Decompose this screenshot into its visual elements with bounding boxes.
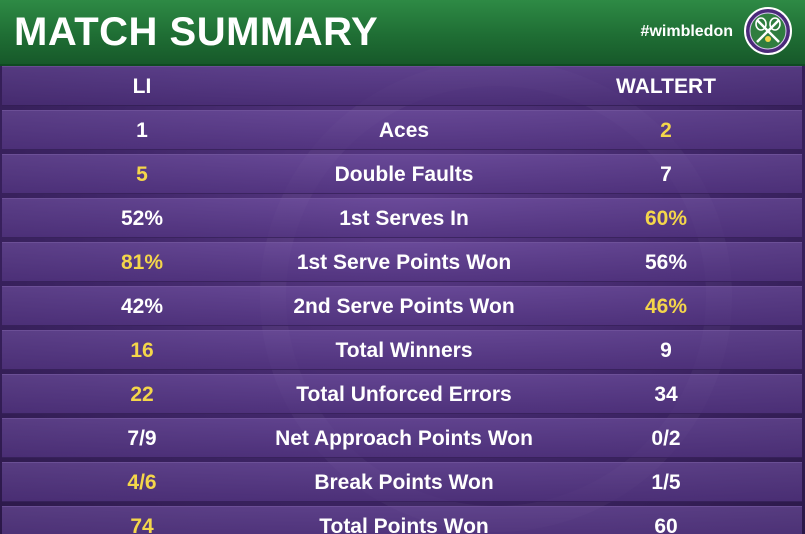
stat-left-value: 4/6 (127, 471, 157, 494)
stat-left-value: 7/9 (127, 427, 157, 450)
stat-right-value: 2 (660, 119, 672, 142)
stat-right-value: 56% (644, 251, 688, 274)
stat-label: Aces (378, 119, 430, 142)
stat-left-value: 74 (130, 515, 154, 534)
stat-label: Net Approach Points Won (275, 427, 533, 450)
stats-table: LI WALTERT 1 Aces 2 5 Double Faults 7 52% 1st S… (0, 66, 805, 534)
stat-row: 7/9 Net Approach Points Won 0/2 (2, 418, 802, 458)
stat-left-value: 52% (120, 207, 164, 230)
stat-label: 1st Serves In (339, 207, 469, 230)
stat-right-value: 1/5 (651, 471, 681, 494)
stat-row: 22 Total Unforced Errors 34 (2, 374, 802, 414)
stat-left-value: 42% (120, 295, 164, 318)
stat-right-value: 0/2 (651, 427, 681, 450)
stat-row: 42% 2nd Serve Points Won 46% (2, 286, 802, 326)
stat-label: Double Faults (334, 163, 474, 186)
header-bar: MATCH SUMMARY #wimbledon (0, 0, 805, 66)
stat-left-value: 1 (136, 119, 148, 142)
stat-right-value: 7 (660, 163, 672, 186)
stat-row: 5 Double Faults 7 (2, 154, 802, 194)
stat-row: 74 Total Points Won 60 (2, 506, 802, 534)
player-left-name: LI (132, 75, 152, 98)
stat-right-value: 60 (654, 515, 678, 534)
stat-row: 1 Aces 2 (2, 110, 802, 150)
stat-left-value: 22 (130, 383, 154, 406)
stat-label: Total Points Won (319, 515, 489, 534)
stat-right-value: 9 (660, 339, 672, 362)
stat-row: 52% 1st Serves In 60% (2, 198, 802, 238)
stat-label: Break Points Won (314, 471, 494, 494)
stat-row: 81% 1st Serve Points Won 56% (2, 242, 802, 282)
stat-label: Total Winners (335, 339, 473, 362)
stat-row: 16 Total Winners 9 (2, 330, 802, 370)
stat-label: 1st Serve Points Won (296, 251, 512, 274)
player-header-row: LI WALTERT (2, 66, 802, 106)
stat-label: Total Unforced Errors (296, 383, 512, 406)
stat-right-value: 60% (644, 207, 688, 230)
stat-label: 2nd Serve Points Won (293, 295, 515, 318)
stat-left-value: 81% (120, 251, 164, 274)
stat-left-value: 16 (130, 339, 154, 362)
stat-right-value: 34 (654, 383, 678, 406)
stat-right-value: 46% (644, 295, 688, 318)
wimbledon-logo-icon (744, 7, 792, 55)
page-title: MATCH SUMMARY (14, 10, 379, 54)
stat-left-value: 5 (136, 163, 148, 186)
player-right-name: WALTERT (616, 75, 716, 98)
hashtag-label: #wimbledon (640, 23, 733, 40)
stat-row: 4/6 Break Points Won 1/5 (2, 462, 802, 502)
